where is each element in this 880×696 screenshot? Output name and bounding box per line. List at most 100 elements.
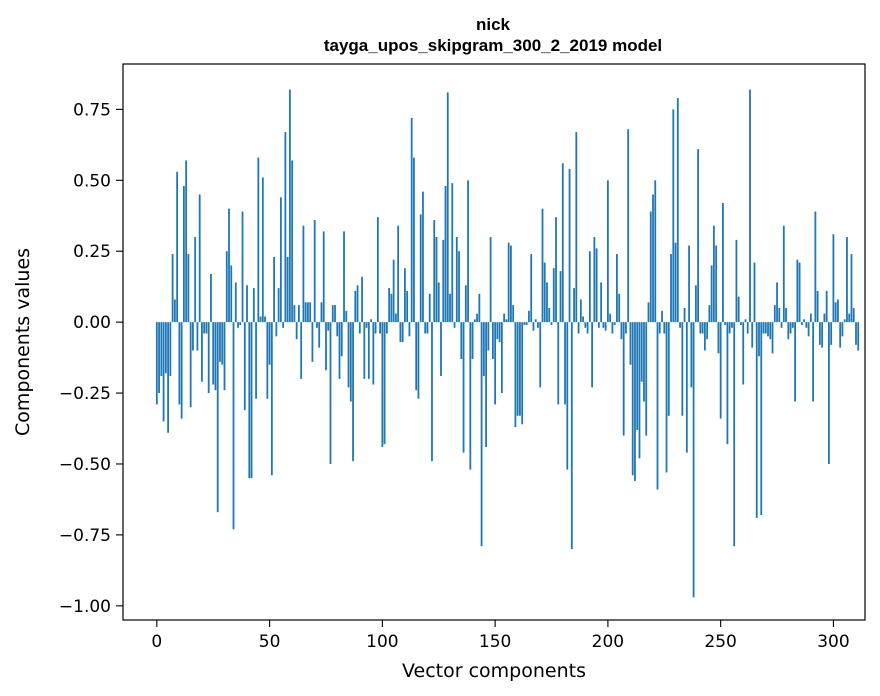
bar-48 — [264, 316, 266, 323]
bar-229 — [672, 109, 675, 323]
bar-159 — [514, 322, 517, 428]
bar-195 — [595, 248, 598, 323]
bar-281 — [789, 322, 792, 334]
bar-171 — [541, 208, 544, 323]
y-tick-label: 0.25 — [73, 242, 111, 262]
bar-32 — [228, 208, 230, 323]
bar-88 — [354, 290, 357, 323]
bar-77 — [329, 322, 332, 464]
bar-286 — [800, 322, 803, 325]
bar-179 — [559, 271, 562, 323]
bar-3 — [162, 322, 165, 422]
bar-155 — [505, 319, 508, 323]
bar-301 — [834, 302, 837, 323]
bar-192 — [588, 251, 591, 323]
bar-251 — [722, 203, 724, 323]
bar-218 — [647, 302, 650, 323]
bar-232 — [679, 322, 681, 328]
bar-134 — [458, 251, 460, 323]
bar-184 — [570, 322, 573, 550]
bar-85 — [347, 322, 350, 388]
bar-36 — [237, 322, 239, 328]
bar-172 — [543, 262, 546, 323]
bar-237 — [690, 322, 693, 388]
x-tick-label: 50 — [259, 632, 281, 652]
bar-228 — [670, 254, 672, 323]
bar-23 — [207, 322, 210, 394]
bar-122 — [431, 322, 433, 462]
bar-21 — [203, 322, 206, 334]
chart-title: nick — [476, 15, 511, 34]
x-axis-label: Vector components — [402, 660, 586, 682]
x-axis: 0 50 100 150 200 250 300 — [151, 620, 850, 652]
y-tick-label: 0.75 — [73, 100, 111, 120]
bar-75 — [325, 322, 327, 371]
bar-129 — [446, 92, 449, 323]
bar-73 — [320, 302, 323, 323]
x-tick-label: 250 — [704, 632, 736, 652]
bar-8 — [173, 299, 176, 323]
bar-128 — [444, 185, 447, 323]
bar-26 — [214, 322, 217, 391]
bar-124 — [435, 237, 438, 323]
bar-175 — [550, 322, 553, 325]
bar-284 — [796, 259, 799, 323]
bar-24 — [210, 273, 212, 323]
bar-31 — [225, 251, 228, 323]
bar-74 — [322, 231, 325, 323]
bar-144 — [480, 322, 483, 547]
bar-311 — [857, 322, 860, 351]
bar-80 — [336, 322, 339, 337]
bar-227 — [667, 322, 670, 416]
bar-149 — [491, 322, 494, 360]
bar-306 — [846, 237, 848, 323]
bar-252 — [724, 322, 727, 325]
bar-224 — [661, 310, 663, 323]
bar-70 — [313, 220, 316, 323]
bar-139 — [469, 322, 472, 470]
bar-104 — [390, 293, 393, 323]
bar-162 — [521, 322, 524, 425]
bar-245 — [708, 305, 711, 323]
bar-114 — [413, 157, 415, 323]
bar-1 — [158, 322, 160, 394]
bar-298 — [828, 322, 830, 464]
bar-206 — [620, 322, 623, 340]
bar-66 — [304, 302, 307, 323]
bar-54 — [277, 288, 280, 323]
bar-108 — [399, 322, 402, 342]
bar-119 — [424, 322, 427, 334]
bar-178 — [557, 322, 560, 405]
bar-209 — [627, 129, 630, 323]
bar-56 — [282, 322, 285, 328]
bar-6 — [169, 322, 172, 377]
bar-297 — [825, 290, 828, 323]
bar-83 — [343, 231, 345, 323]
bar-289 — [807, 322, 810, 337]
y-tick-label: −0.25 — [59, 384, 111, 404]
bar-150 — [494, 322, 497, 405]
bar-264 — [751, 322, 754, 348]
bar-34 — [232, 322, 235, 530]
bar-37 — [239, 322, 242, 325]
y-tick-label: −0.75 — [59, 526, 111, 546]
bar-102 — [385, 322, 388, 334]
bar-217 — [645, 322, 648, 436]
bar-64 — [300, 322, 303, 379]
bar-304 — [841, 322, 844, 337]
bar-81 — [338, 322, 341, 379]
bar-292 — [814, 211, 817, 323]
bar-202 — [611, 322, 614, 334]
bar-213 — [636, 322, 639, 430]
bar-198 — [602, 322, 605, 328]
bar-63 — [298, 305, 300, 323]
bar-141 — [473, 319, 476, 323]
bar-22 — [205, 322, 208, 334]
bar-293 — [816, 290, 819, 323]
bar-194 — [593, 237, 596, 323]
bar-116 — [417, 322, 420, 399]
bar-219 — [649, 211, 652, 323]
bar-174 — [548, 307, 551, 323]
bar-212 — [634, 322, 636, 481]
bar-130 — [449, 293, 451, 323]
